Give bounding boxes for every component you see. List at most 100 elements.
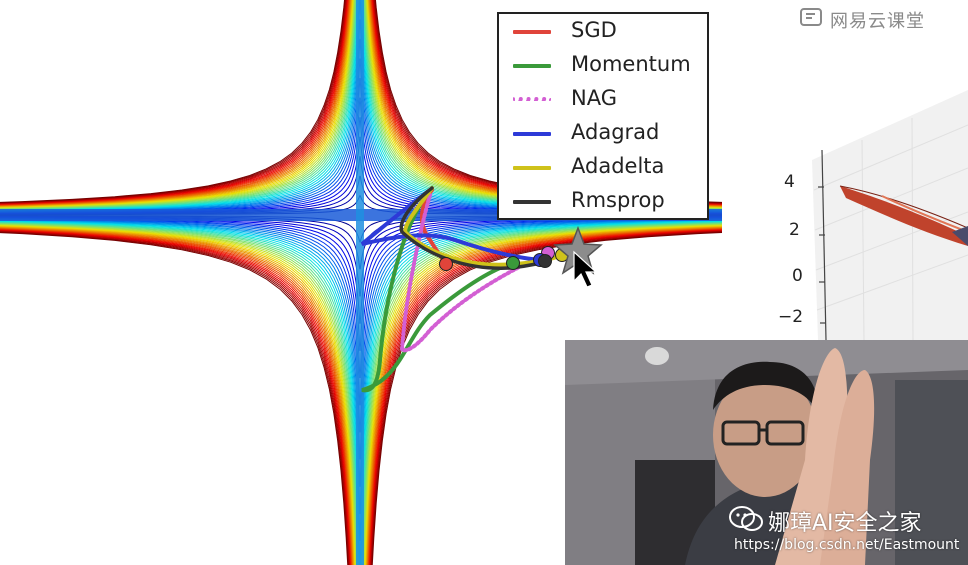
contour-line (0, 0, 353, 208)
contour-line (0, 0, 351, 207)
contour-line (369, 0, 722, 206)
legend-swatch (513, 30, 551, 34)
contour-line (370, 231, 722, 565)
contour-line (365, 0, 722, 209)
contour-line (0, 0, 350, 206)
legend-swatch (513, 200, 551, 204)
legend-item-adagrad: Adagrad (499, 117, 707, 151)
contour-line (362, 0, 722, 211)
contour-line (0, 225, 356, 565)
contour-line (373, 0, 722, 204)
contour-line (372, 0, 722, 205)
contour-line (0, 0, 347, 204)
contour-line (360, 221, 722, 565)
contour-line (0, 232, 349, 565)
endpoint-momentum (506, 256, 520, 270)
contour-plot: SGD Momentum NAG Adagrad Adadelta Rmsprop (0, 0, 722, 565)
contour-line (368, 0, 722, 207)
legend-swatch (513, 166, 551, 170)
watermark-url: https://blog.csdn.net/Eastmount (734, 537, 960, 553)
contour-line (0, 219, 361, 487)
contour-line (0, 0, 360, 212)
contour-line (364, 0, 722, 209)
contour-line (366, 226, 722, 565)
contour-line (368, 0, 722, 207)
contour-line (0, 0, 359, 211)
contour-line (0, 0, 355, 209)
contour-line (361, 0, 722, 211)
contour-line (0, 224, 356, 565)
valley-band-vertical (356, 0, 364, 565)
contour-line (0, 221, 359, 565)
contour-line (0, 0, 348, 205)
contour-line (0, 0, 353, 208)
contour-line (0, 0, 355, 209)
contour-line (0, 230, 350, 565)
contour-line (0, 0, 351, 206)
contour-line (360, 0, 722, 212)
contour-line (0, 225, 355, 565)
contour-line (0, 19, 361, 213)
z-tick-label: −2 (778, 307, 804, 327)
mouse-pointer-icon (573, 250, 598, 288)
contour-line (0, 220, 361, 541)
contour-line (371, 231, 722, 565)
legend-item-adadelta: Adadelta (499, 151, 707, 185)
contour-line (0, 0, 356, 209)
endpoint-rmsprop (538, 254, 552, 268)
legend-item-momentum: Momentum (499, 49, 707, 83)
contour-line (0, 223, 357, 565)
contour-line (371, 0, 722, 205)
z-tick-label: 2 (789, 220, 800, 240)
z-tick-label: 0 (792, 266, 803, 286)
contour-line (361, 222, 722, 565)
book-logo-icon (800, 8, 822, 26)
contour-line (369, 229, 722, 565)
contour-line (0, 222, 359, 565)
path-momentum (361, 203, 515, 393)
contour-line (368, 229, 722, 565)
contour-line (0, 224, 357, 565)
contour-line (369, 230, 722, 565)
presenter-video (565, 340, 968, 565)
contour-line (0, 228, 352, 565)
contour-line (365, 0, 722, 209)
surface-canvas (812, 90, 968, 340)
contour-line (362, 222, 722, 565)
contour-line (0, 226, 355, 565)
contour-line (374, 0, 722, 203)
contour-line (0, 0, 359, 211)
legend-label: Momentum (571, 52, 691, 76)
contour-line (369, 0, 722, 207)
wechat-icon (729, 506, 763, 531)
contour-line (372, 0, 722, 205)
legend-swatch (513, 132, 551, 136)
contour-line (363, 0, 722, 210)
contour-line (0, 0, 352, 207)
contour-line (0, 226, 354, 565)
contour-line (366, 0, 722, 208)
contour-line (0, 0, 346, 204)
endpoint-sgd (439, 257, 453, 271)
legend-label: Adagrad (571, 120, 660, 144)
contour-line (0, 0, 350, 206)
legend-item-nag: NAG (499, 83, 707, 117)
contour-line (367, 227, 722, 565)
z-tick-label: 4 (784, 172, 795, 192)
webcam-inset (565, 340, 968, 565)
brand-name: 网易云课堂 (830, 11, 925, 32)
contour-line (0, 0, 348, 205)
contour-line (0, 231, 349, 565)
contour-line (0, 0, 357, 210)
contour-line (366, 226, 722, 565)
contour-line (0, 227, 353, 565)
contour-line (0, 226, 354, 565)
legend-label: SGD (571, 18, 617, 42)
contour-lines (0, 0, 722, 565)
contour-line (0, 0, 358, 211)
contour-line (0, 218, 361, 460)
legend-label: Rmsprop (571, 188, 665, 212)
path-nag (399, 193, 550, 353)
contour-line (367, 0, 722, 208)
contour-line (0, 0, 349, 205)
